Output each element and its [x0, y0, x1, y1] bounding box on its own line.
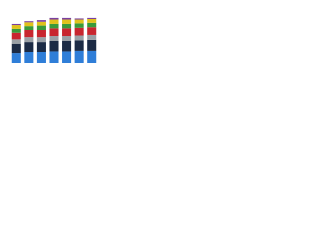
bar-segment [74, 35, 84, 41]
bar-segment [74, 18, 84, 20]
bar-segment [87, 22, 97, 28]
bar-segment [49, 28, 59, 37]
bar-segment [24, 42, 34, 52]
bar-segment [24, 26, 34, 30]
bar-segment [24, 37, 34, 43]
bar-segment [36, 25, 46, 30]
bar-segment [49, 36, 59, 41]
bar-segment [87, 34, 97, 40]
bar-segment [11, 23, 21, 26]
bar-segment [74, 23, 84, 28]
bar-segment [62, 19, 72, 24]
bar-segment [11, 28, 21, 33]
bar-segment [87, 39, 97, 51]
bar-segment [49, 23, 59, 29]
bar-segment [62, 41, 72, 52]
bar-segment [11, 43, 21, 54]
bar-segment [36, 21, 46, 26]
bar-segment [49, 41, 59, 52]
bar-segment [49, 17, 59, 20]
bar-segment [62, 51, 72, 63]
bar-segment [62, 36, 72, 41]
bar-segment [62, 23, 72, 29]
bar-segment [36, 52, 46, 63]
bar-segment [24, 22, 34, 27]
page: {"chart_data": {"type": "bar", "stacked"… [0, 0, 100, 71]
bar-segment [87, 27, 97, 35]
bar-segment [74, 40, 84, 51]
bar-segment [62, 28, 72, 37]
bar-segment [49, 19, 59, 24]
bar-segment [62, 17, 72, 20]
chart [11, 17, 97, 63]
bar-segment [36, 37, 46, 43]
bar-segment [24, 52, 34, 63]
bar-segment [11, 32, 21, 40]
bar-segment [24, 30, 34, 38]
bar-segment [74, 27, 84, 36]
bar-segment [74, 50, 84, 63]
bar-segment [74, 19, 84, 24]
bar-segment [87, 50, 97, 63]
bar-segment [11, 25, 21, 29]
bar-segment [87, 19, 97, 23]
bar-segment [87, 17, 97, 19]
bar-segment [11, 39, 21, 44]
bar-segment [11, 53, 21, 63]
bar-segment [36, 20, 46, 22]
bar-segment [36, 42, 46, 52]
bar-segment [36, 30, 46, 38]
bar-segment [49, 51, 59, 63]
bar-segment [24, 21, 34, 23]
